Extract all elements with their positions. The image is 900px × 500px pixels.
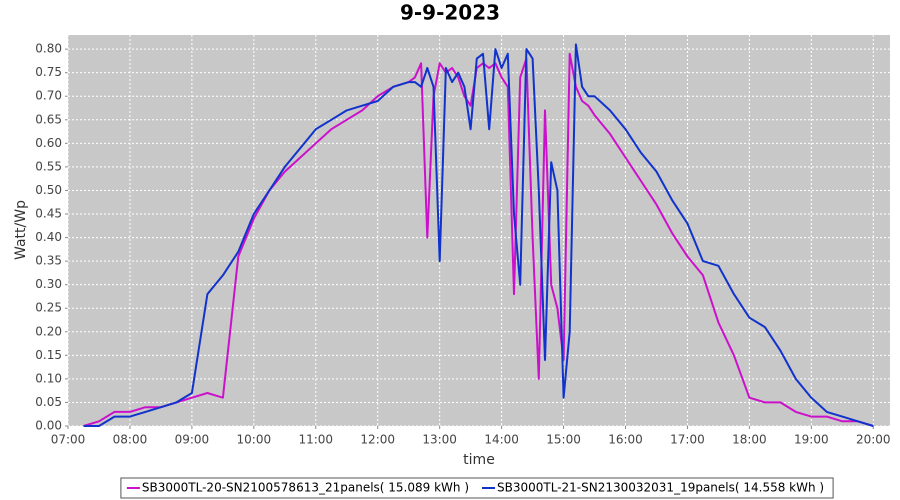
y-tick-label: 0.20 bbox=[35, 324, 62, 338]
x-tick-label: 09:00 bbox=[175, 433, 210, 447]
chart-title: 9-9-2023 bbox=[400, 1, 500, 25]
y-tick-label: 0.75 bbox=[35, 65, 62, 79]
series-line bbox=[83, 43, 874, 427]
x-axis-label: time bbox=[463, 452, 495, 468]
legend-label: SB3000TL-20-SN2100578613_21panels( 15.08… bbox=[142, 481, 469, 495]
x-tick-label: 12:00 bbox=[360, 433, 395, 447]
y-tick-label: 0.60 bbox=[35, 136, 62, 150]
x-tick-label: 20:00 bbox=[856, 433, 891, 447]
x-tick-label: 15:00 bbox=[546, 433, 581, 447]
x-tick-label: 08:00 bbox=[113, 433, 148, 447]
y-tick-label: 0.55 bbox=[35, 159, 62, 173]
y-tick-label: 0.70 bbox=[35, 89, 62, 103]
y-axis-label: Watt/Wp bbox=[13, 200, 29, 260]
y-tick-label: 0.10 bbox=[35, 371, 62, 385]
y-tick-label: 0.00 bbox=[35, 419, 62, 433]
y-tick-label: 0.80 bbox=[35, 42, 62, 56]
y-tick-label: 0.30 bbox=[35, 277, 62, 291]
x-tick-label: 19:00 bbox=[794, 433, 829, 447]
y-tick-label: 0.05 bbox=[35, 395, 62, 409]
legend: SB3000TL-20-SN2100578613_21panels( 15.08… bbox=[120, 477, 834, 499]
y-tick-label: 0.50 bbox=[35, 183, 62, 197]
x-tick-label: 11:00 bbox=[298, 433, 333, 447]
y-tick-label: 0.25 bbox=[35, 301, 62, 315]
y-tick-label: 0.15 bbox=[35, 348, 62, 362]
x-tick-label: 13:00 bbox=[422, 433, 457, 447]
legend-label: SB3000TL-21-SN2130032031_19panels( 14.55… bbox=[497, 481, 824, 495]
y-tick-label: 0.35 bbox=[35, 254, 62, 268]
y-tick-label: 0.65 bbox=[35, 112, 62, 126]
x-tick-label: 18:00 bbox=[732, 433, 767, 447]
series-line bbox=[83, 52, 874, 427]
x-tick-label: 16:00 bbox=[608, 433, 643, 447]
x-tick-label: 17:00 bbox=[670, 433, 705, 447]
plot-area bbox=[68, 35, 890, 426]
x-tick-label: 07:00 bbox=[51, 433, 86, 447]
x-tick-label: 14:00 bbox=[484, 433, 519, 447]
y-tick-label: 0.40 bbox=[35, 230, 62, 244]
x-tick-label: 10:00 bbox=[237, 433, 272, 447]
y-tick-label: 0.45 bbox=[35, 207, 62, 221]
legend-box bbox=[120, 477, 834, 499]
